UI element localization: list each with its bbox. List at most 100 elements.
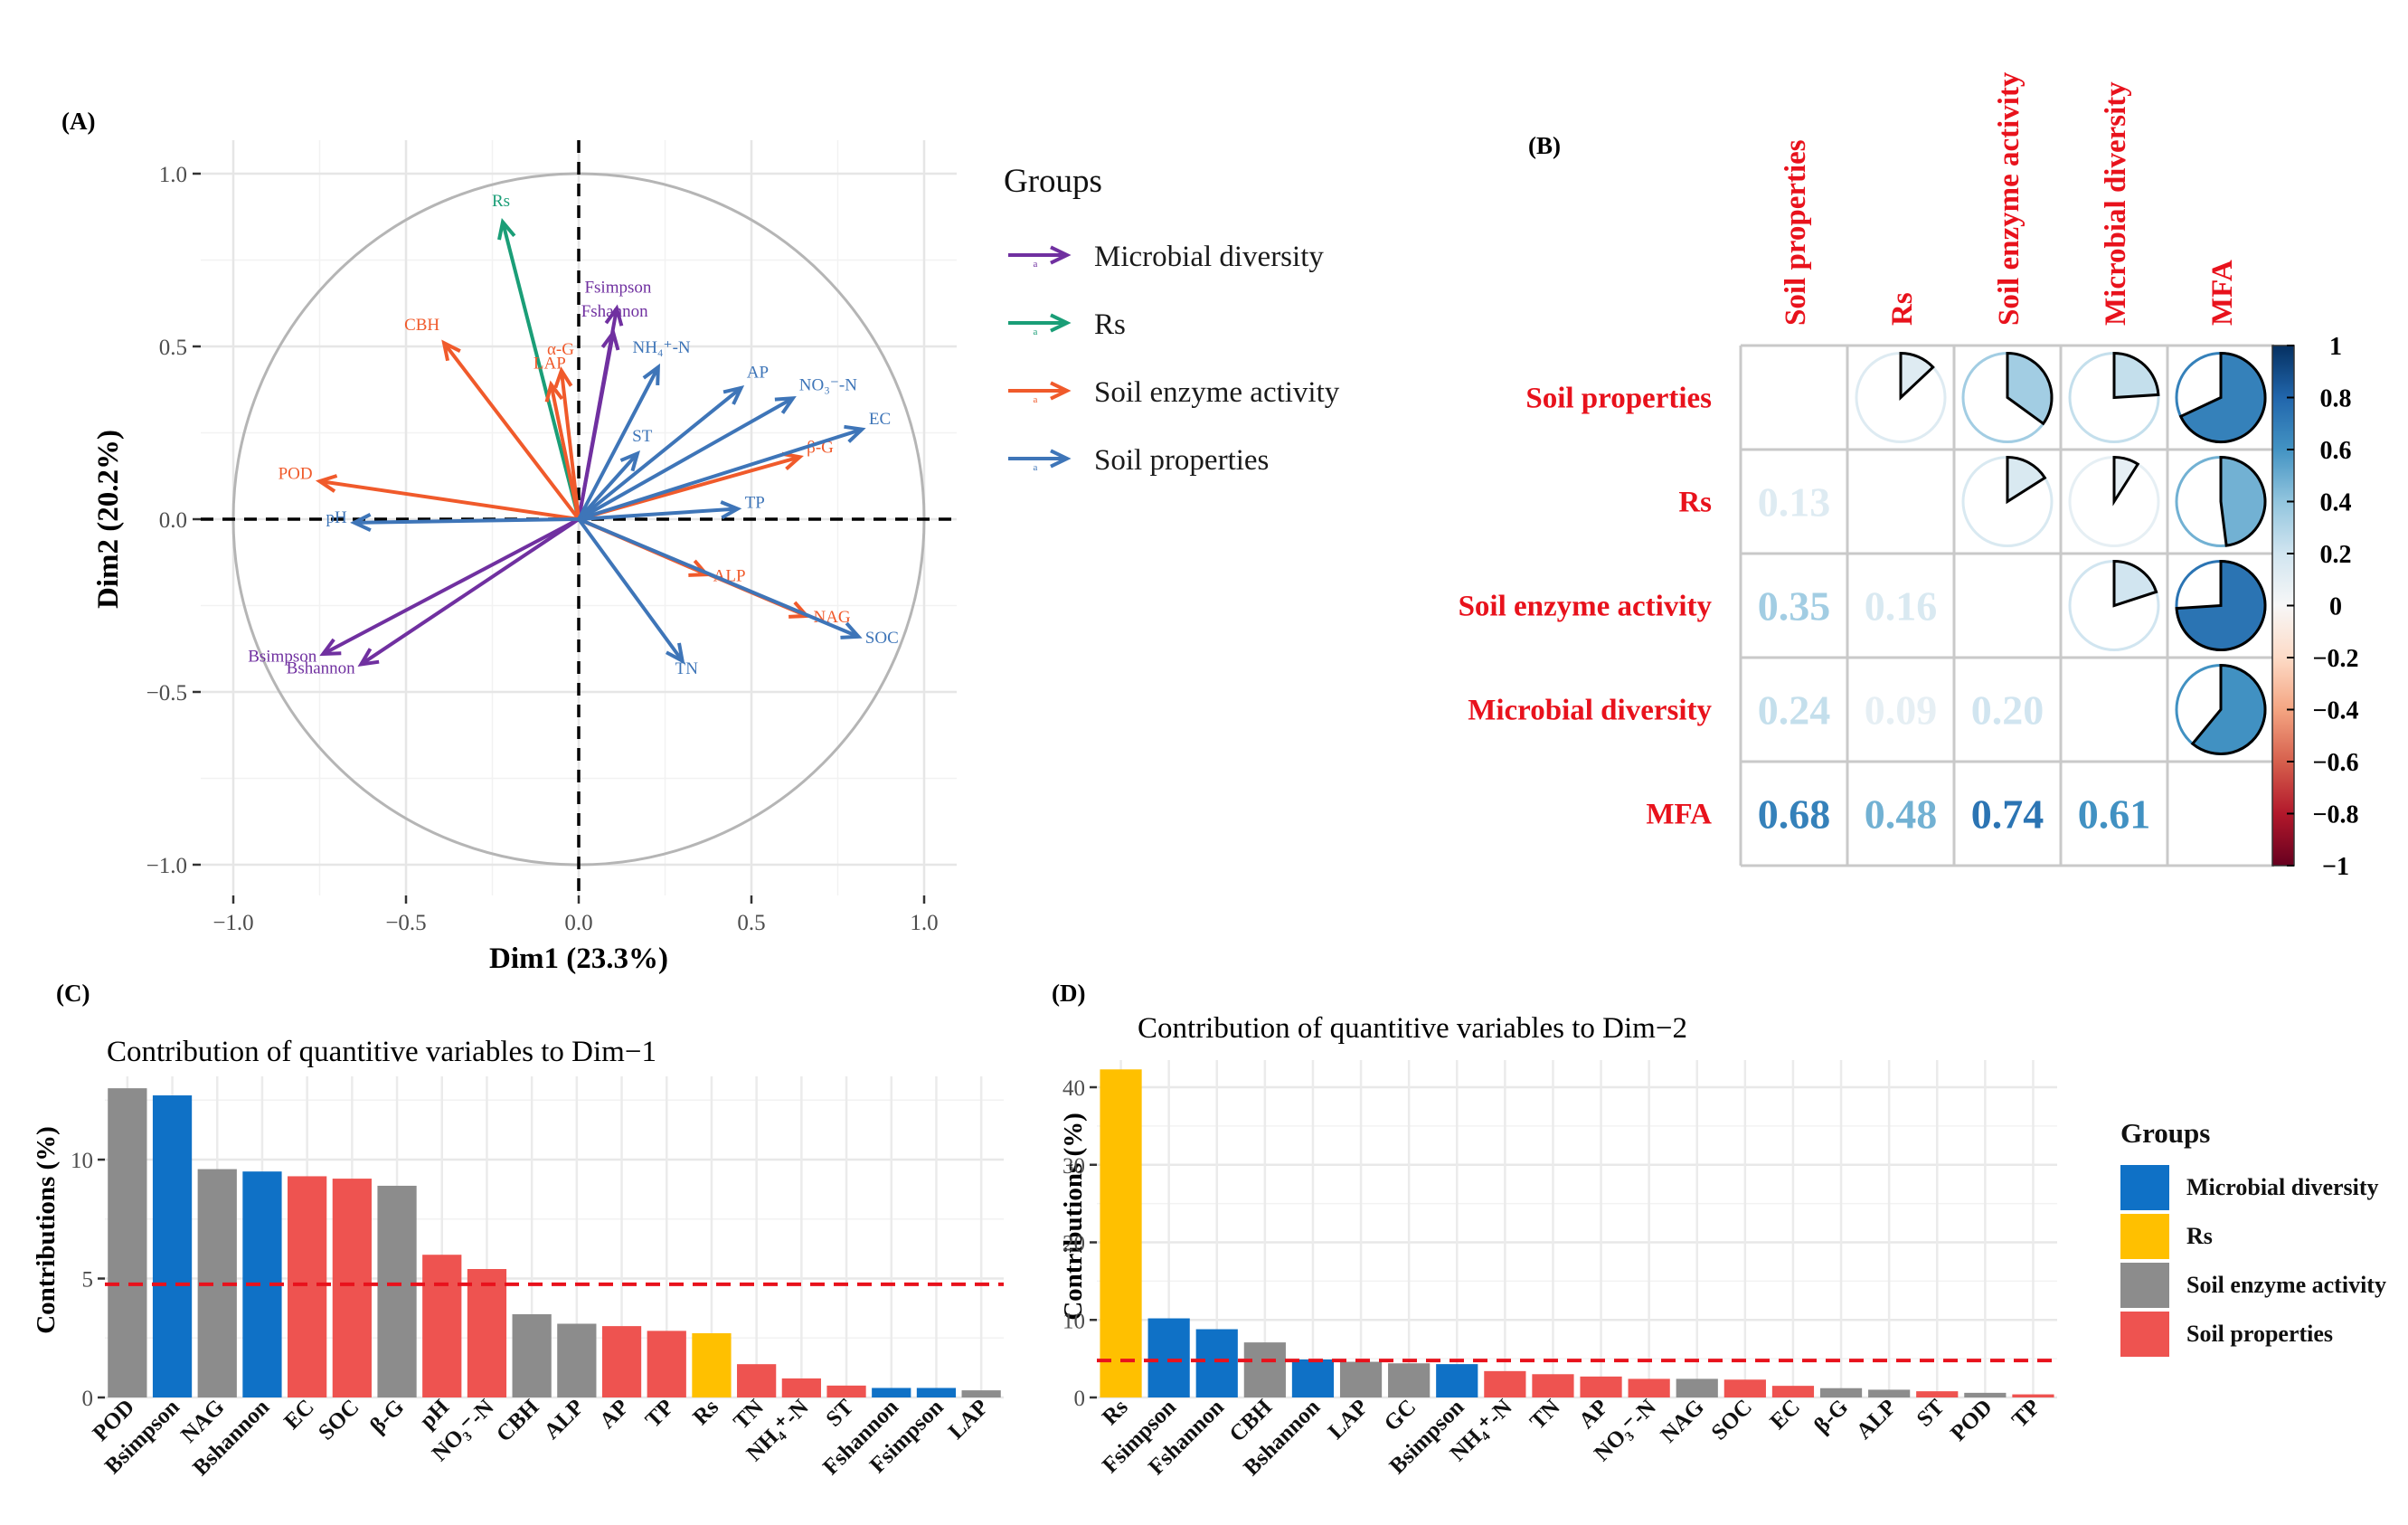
vector-arrow (322, 517, 580, 656)
x-tick-label: EC (1766, 1395, 1806, 1435)
column-label: Soil properties (1780, 139, 1812, 326)
vector-label: α-G (547, 340, 574, 359)
bar (152, 1095, 193, 1397)
vector-label: AP (747, 364, 769, 383)
y-axis-title: Dim2 (20.2%) (92, 430, 125, 609)
vector-arrow (442, 341, 581, 521)
bar (108, 1088, 147, 1397)
panel-d-legend: Groups Microbial diversity Rs Soil enzyme a… (2120, 1117, 2386, 1357)
vector-arrow-head (553, 366, 573, 389)
legend-key-glyph: a (1034, 394, 1038, 405)
colorbar-tick-label: 0.4 (2320, 489, 2352, 517)
legend-title: Groups (2120, 1117, 2210, 1149)
plot-background (1097, 1060, 2057, 1397)
vector-label: Rs (492, 192, 510, 211)
colorbar-tick-label: −1 (2322, 853, 2349, 881)
panel-c: (C) Contribution of quantitive variables… (32, 980, 1004, 1481)
row-label: Microbial diversity (1468, 695, 1712, 727)
colorbar-tick-label: 0.8 (2320, 385, 2352, 413)
bar (872, 1388, 911, 1397)
legend-item-label: Soil properties (1094, 444, 1269, 477)
legend-swatch (2120, 1263, 2169, 1308)
bar (692, 1333, 732, 1397)
bar (1916, 1391, 1959, 1397)
vector-arrow-head (781, 451, 804, 470)
vector-label: Fshannon (581, 302, 648, 321)
legend-item-label: Microbial diversity (2186, 1174, 2379, 1200)
vector-arrow (577, 517, 685, 662)
bar (1532, 1374, 1574, 1397)
vector-arrow (354, 517, 580, 525)
vector-label: POD (279, 464, 313, 483)
vector-arrow (319, 479, 580, 521)
pie-slice (2006, 455, 2047, 505)
legend-swatch (2120, 1165, 2169, 1210)
panel-d-title: Contribution of quantitive variables to … (1138, 1012, 1687, 1045)
vector-label: NO₃⁻-N (799, 375, 857, 394)
bar (647, 1331, 686, 1397)
pie-slice (2112, 559, 2158, 608)
vector-arrow-head (604, 304, 624, 327)
x-tick-label: β-G (365, 1395, 409, 1438)
y-tick-label: −1.0 (146, 854, 187, 878)
y-tick-label: 5 (82, 1268, 94, 1293)
vector-arrow-head (720, 500, 742, 520)
x-tick-label: Rs (1098, 1395, 1133, 1430)
colorbar-tick-label: −0.2 (2313, 645, 2359, 673)
correlation-value: 0.24 (1758, 687, 1831, 734)
legend-item-label: Rs (1094, 308, 1126, 341)
row-label: Soil enzyme activity (1459, 591, 1713, 623)
vector-label: Fsimpson (584, 278, 651, 297)
bar (1339, 1361, 1383, 1397)
row-label: Rs (1678, 487, 1712, 519)
x-tick-label: ST (1912, 1395, 1950, 1432)
correlation-value: 0.61 (2078, 791, 2151, 838)
correlation-value: 0.35 (1758, 583, 1831, 630)
legend-swatch (2120, 1214, 2169, 1259)
vector-arrow-head (315, 474, 338, 493)
vector-arrow (577, 452, 639, 521)
y-tick-label: 10 (71, 1149, 93, 1173)
vector-arrow-head (441, 339, 461, 362)
bar (1100, 1069, 1142, 1397)
bar (1291, 1359, 1335, 1397)
y-tick-label: 1.0 (159, 163, 187, 187)
vector-label: CBH (404, 316, 439, 335)
plot-background (105, 1076, 1004, 1397)
bar (1676, 1378, 1718, 1397)
pie-slice (1899, 351, 1935, 401)
pie-slice (2190, 663, 2267, 755)
bar (467, 1269, 507, 1397)
panel-d-label: (D) (1052, 980, 1085, 1007)
bar (1628, 1378, 1670, 1397)
column-label: Microbial diversity (2100, 81, 2132, 326)
vector-arrow (549, 384, 581, 520)
vector-arrow-head (774, 396, 797, 414)
bar (332, 1179, 372, 1397)
pie-slice (2112, 351, 2160, 400)
vector-arrow-head (722, 384, 745, 405)
correlation-value: 0.48 (1865, 791, 1938, 838)
y-tick-label: 0.5 (159, 336, 187, 360)
vector-label: Bshannon (287, 658, 356, 677)
colorbar-tick-label: 0 (2329, 593, 2342, 621)
bar (961, 1390, 1001, 1397)
vector-arrow (578, 396, 794, 521)
vector-arrow-head (844, 424, 866, 443)
panel-b-label: (B) (1528, 132, 1561, 159)
x-tick-label: LAP (1324, 1395, 1373, 1444)
bar (377, 1185, 417, 1397)
vector-label: SOC (865, 629, 899, 648)
vector-arrow-head (642, 363, 660, 385)
vector-label: LAP (534, 354, 566, 373)
x-tick-label: −0.5 (385, 911, 426, 935)
x-axis-title: Dim1 (23.3%) (489, 942, 668, 975)
vector-arrow (360, 517, 581, 667)
x-tick-label: SOC (314, 1395, 364, 1444)
vector-arrow-head (544, 380, 564, 403)
pie-slice (2006, 351, 2054, 426)
column-label: MFA (2206, 260, 2239, 326)
panel-c-label: (C) (56, 980, 90, 1007)
